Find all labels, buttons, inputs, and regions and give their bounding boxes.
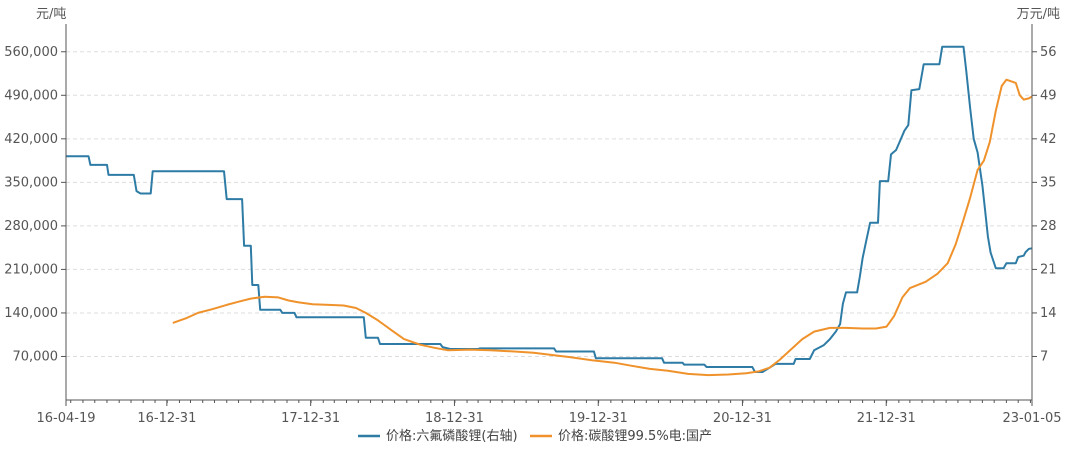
series-line-2 — [172, 78, 1033, 377]
y-left-tick-label: 560,000 — [4, 45, 58, 60]
y-right-tick-label: 56 — [1040, 45, 1057, 60]
y-left-tick-label: 140,000 — [4, 306, 58, 321]
legend: 价格:六氟磷酸锂(右轴) 价格:碳酸锂99.5%电:国产 — [358, 428, 712, 444]
y-left-tick-label: 70,000 — [13, 349, 59, 364]
y-right-tick-label: 7 — [1040, 349, 1048, 364]
y-right-tick-label: 42 — [1040, 132, 1057, 147]
plot-area — [66, 45, 1033, 377]
y-right-tick-label: 35 — [1040, 175, 1057, 190]
x-tick-label: 23-01-05 — [1002, 411, 1061, 426]
x-tick-label: 19-12-31 — [569, 411, 628, 426]
gridlines — [66, 51, 1032, 357]
y-left-tick-label: 420,000 — [4, 132, 58, 147]
x-tick-label: 16-04-19 — [36, 411, 95, 426]
y-left-tick-label: 280,000 — [4, 219, 58, 234]
x-tick-label: 18-12-31 — [425, 411, 484, 426]
x-tick-label: 20-12-31 — [713, 411, 772, 426]
axes: 70,000 140,000 210,000 280,000 350,000 420,00… — [4, 24, 1062, 426]
legend-label-1: 价格:六氟磷酸锂(右轴) — [386, 428, 518, 444]
y-right-tick-label: 14 — [1040, 306, 1057, 321]
x-tick-label: 17-12-31 — [281, 411, 340, 426]
x-tick-label: 16-12-31 — [137, 411, 196, 426]
y-right-tick-label: 21 — [1040, 262, 1057, 277]
x-tick-label: 21-12-31 — [857, 411, 916, 426]
left-axis-unit: 元/吨 — [36, 7, 66, 22]
y-right-tick-label: 28 — [1040, 219, 1057, 234]
y-left-tick-label: 490,000 — [4, 88, 58, 103]
legend-label-2: 价格:碳酸锂99.5%电:国产 — [558, 428, 712, 444]
y-left-tick-label: 350,000 — [4, 175, 58, 190]
y-right-tick-label: 49 — [1040, 88, 1057, 103]
y-left-tick-label: 210,000 — [4, 262, 58, 277]
right-axis-unit: 万元/吨 — [1017, 7, 1060, 22]
